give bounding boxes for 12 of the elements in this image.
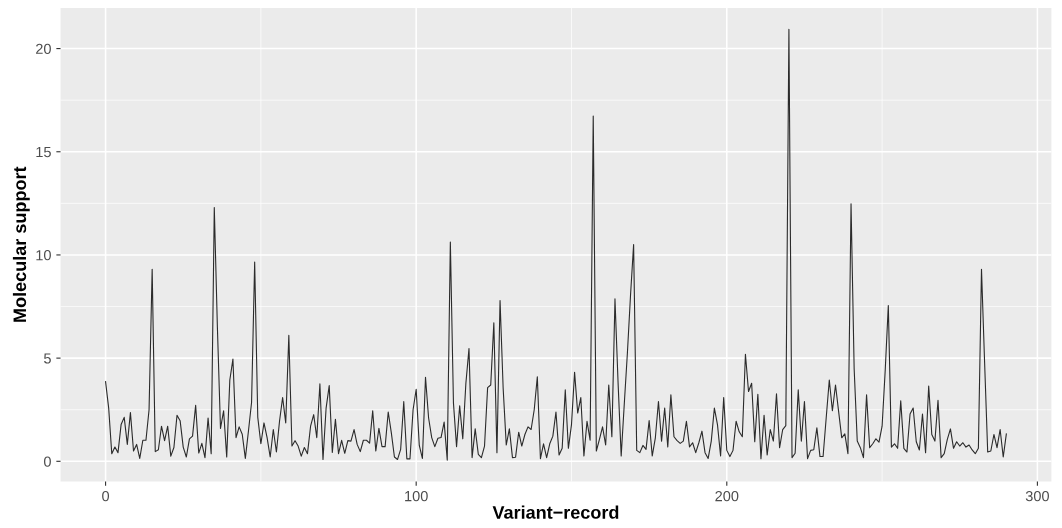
- y-tick-label: 0: [43, 456, 51, 467]
- x-tick-label: 100: [405, 490, 428, 502]
- y-tick-label: 15: [36, 147, 51, 158]
- line-series: [105, 28, 1007, 461]
- y-tick-label: 5: [43, 353, 51, 364]
- y-tick-label: 20: [36, 43, 51, 54]
- y-tick-label: 10: [36, 250, 51, 261]
- y-axis-title: Molecular support: [12, 166, 30, 322]
- x-axis-title: Variant−record: [492, 505, 619, 519]
- x-tick-label: 200: [715, 490, 739, 502]
- x-tick-label: 0: [102, 490, 110, 502]
- x-tick-label: 300: [1025, 490, 1049, 502]
